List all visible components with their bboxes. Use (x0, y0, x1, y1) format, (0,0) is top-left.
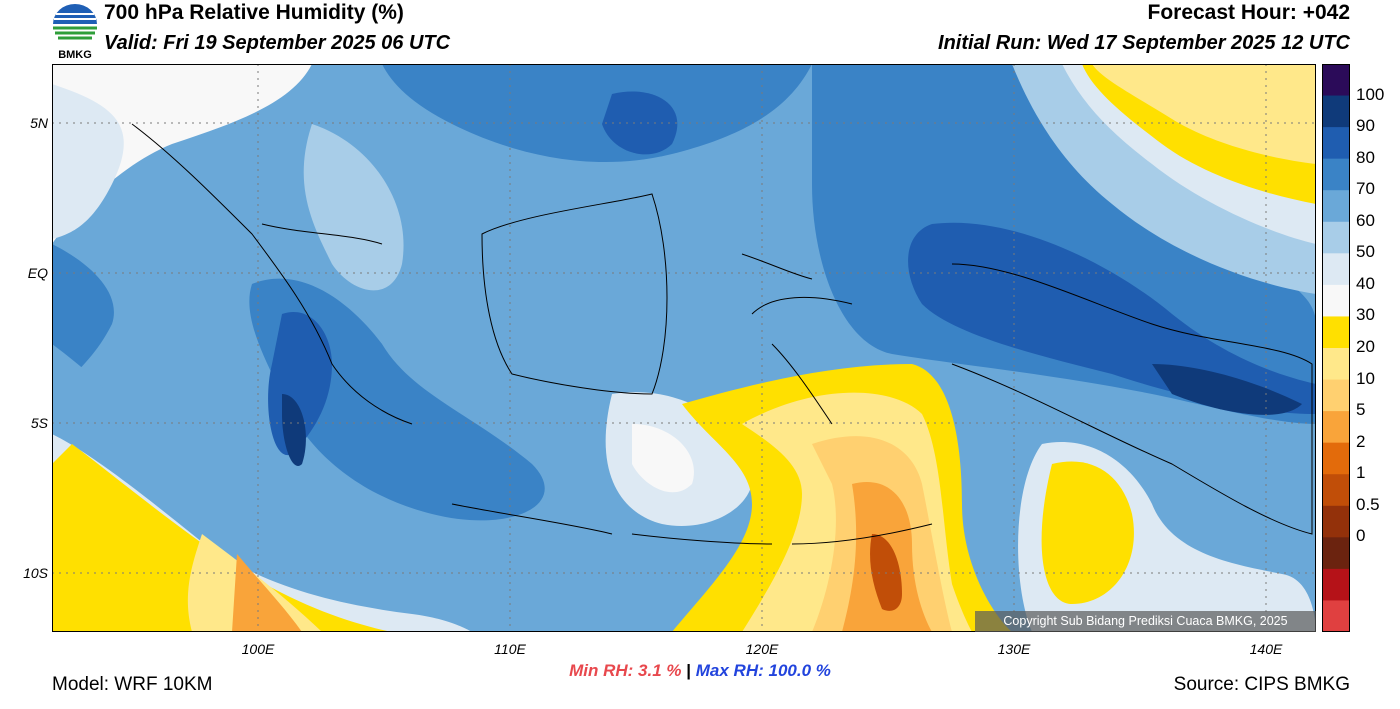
lon-label-100e: 100E (241, 641, 275, 657)
colorbar-swatch (1322, 348, 1350, 381)
colorbar-swatch (1322, 95, 1350, 128)
lat-label-10s: 10S (23, 565, 48, 581)
colorbar-label: 50 (1356, 242, 1375, 262)
lon-label-110e: 110E (494, 641, 526, 657)
colorbar-label: 60 (1356, 210, 1375, 230)
colorbar-label: 100 (1356, 84, 1385, 104)
lon-label-130e: 130E (997, 641, 1031, 657)
colorbar-label: 2 (1356, 431, 1366, 451)
colorbar-label: 1 (1356, 463, 1366, 483)
source-label: Source: CIPS BMKG (1173, 674, 1350, 695)
colorbar-label: 20 (1356, 337, 1375, 356)
map-title: 700 hPa Relative Humidity (%) (104, 1, 404, 24)
bmkg-logo: BMKG (50, 2, 100, 61)
colorbar-swatch (1322, 221, 1350, 254)
min-rh-label: Min RH: (569, 661, 634, 680)
colorbar-label: 70 (1356, 179, 1375, 199)
colorbar-swatch (1322, 537, 1350, 570)
logo-text: BMKG (58, 49, 92, 60)
initial-run: Initial Run: Wed 17 September 2025 12 UT… (938, 32, 1350, 54)
colorbar (1322, 64, 1350, 632)
lon-label-140e: 140E (1249, 641, 1283, 657)
model-label: Model: WRF 10KM (52, 674, 213, 695)
lat-label-eq: EQ (27, 265, 48, 281)
lat-label-5s: 5S (30, 415, 48, 431)
colorbar-swatch (1322, 284, 1350, 317)
max-rh-label: Max RH: 100.0 % (695, 661, 831, 680)
colorbar-swatch (1322, 379, 1350, 412)
colorbar-label: 5 (1356, 400, 1366, 420)
colorbar-label: 80 (1356, 147, 1375, 167)
lon-label-120e: 120E (745, 641, 779, 657)
colorbar-label: 30 (1356, 305, 1375, 325)
forecast-hour: Forecast Hour: +042 (1147, 1, 1351, 24)
colorbar-swatch (1322, 190, 1350, 223)
humidity-map (52, 64, 1316, 632)
colorbar-swatch (1322, 600, 1350, 632)
colorbar-swatch (1322, 253, 1350, 286)
rh-stats: Min RH: 3.1 % | Max RH: 100.0 % (0, 661, 1400, 681)
colorbar-label: 40 (1356, 273, 1375, 293)
colorbar-swatch (1322, 505, 1350, 538)
stats-separator: | (686, 661, 692, 680)
lat-label-5n: 5N (30, 115, 48, 131)
colorbar-swatch (1322, 411, 1350, 444)
colorbar-swatch (1322, 158, 1350, 191)
colorbar-swatch (1322, 64, 1350, 97)
valid-time: Valid: Fri 19 September 2025 06 UTC (104, 32, 451, 54)
colorbar-label: 90 (1356, 116, 1375, 136)
colorbar-label: 10 (1356, 368, 1375, 388)
colorbar-swatch (1322, 127, 1350, 160)
colorbar-label: 0.5 (1356, 494, 1380, 514)
min-rh-value: 3.1 % (638, 661, 682, 680)
colorbar-swatch (1322, 442, 1350, 475)
colorbar-swatch (1322, 316, 1350, 349)
colorbar-swatch (1322, 474, 1350, 507)
copyright-label: Copyright Sub Bidang Prediksi Cuaca BMKG… (975, 611, 1316, 632)
colorbar-swatch (1322, 568, 1350, 601)
colorbar-label: 0 (1356, 526, 1366, 546)
